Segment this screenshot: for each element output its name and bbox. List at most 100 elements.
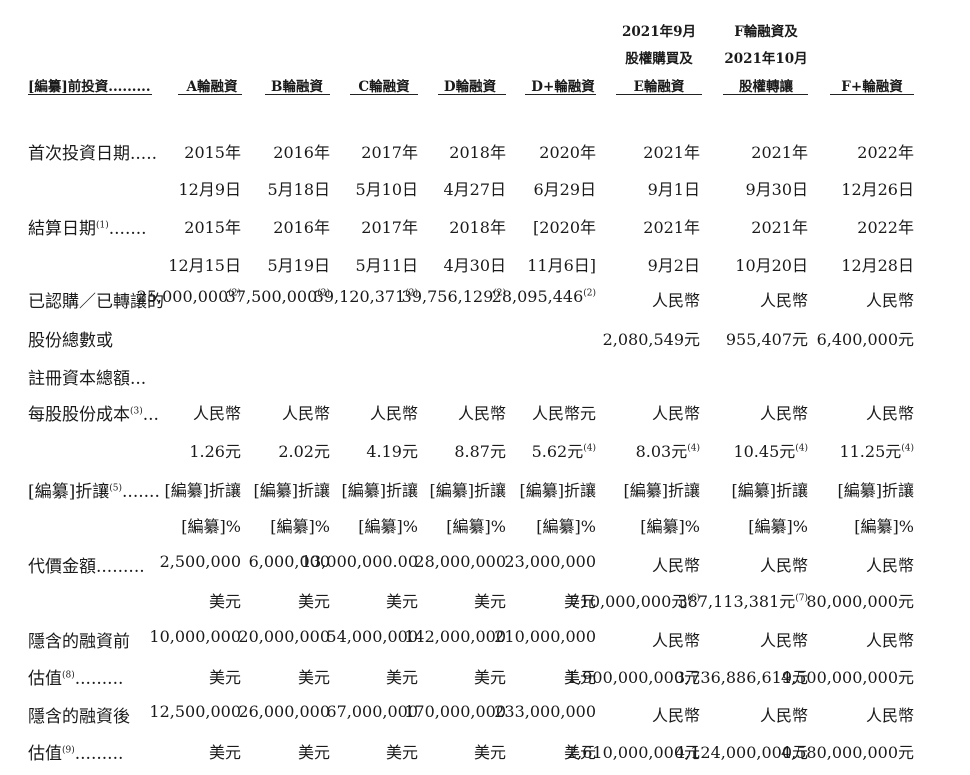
table-cell: 人民幣 [759, 404, 808, 423]
table-cell: 2,610,000,000元 [566, 743, 700, 762]
table-cell: 美元 [385, 743, 418, 762]
table-cell: 人民幣 [651, 706, 700, 725]
column-header: E輪融資 [633, 79, 685, 95]
footnote-marker: (2) [493, 288, 506, 299]
table-cell: 2.02元 [278, 442, 330, 461]
table-cell: 387,113,381元(7) [677, 592, 808, 611]
table-cell: 美元 [297, 668, 330, 687]
table-cell: 人民幣 [865, 631, 914, 650]
table-cell: 美元 [563, 743, 596, 762]
column-header: F+輪融資 [841, 79, 903, 95]
table-cell: 2017年 [361, 143, 418, 162]
header-underline [438, 94, 506, 95]
table-cell: 2022年 [857, 143, 914, 162]
table-cell: 美元 [208, 668, 241, 687]
table-cell: 美元 [563, 592, 596, 611]
footnote-marker: (7) [795, 593, 808, 604]
table-cell: 2021年 [751, 143, 808, 162]
table-cell: 6,400,000元 [816, 330, 914, 349]
table-cell: 4,124,000,000元 [674, 743, 808, 762]
header-first-column: [編纂]前投資......... [28, 79, 151, 95]
table-cell: 人民幣 [651, 404, 700, 423]
table-cell: 23,000,000 [504, 552, 596, 571]
row-label: 已認購／已轉讓的 [28, 292, 164, 312]
footnote-marker: (4) [583, 443, 596, 454]
table-cell: 9月1日 [647, 180, 700, 199]
table-cell: 6,000,000 [248, 552, 330, 571]
table-cell: 28,000,000 [414, 552, 506, 571]
header-underline [265, 94, 330, 95]
table-cell: 美元 [385, 592, 418, 611]
header-underline [723, 94, 808, 95]
table-cell: 人民幣 [281, 404, 330, 423]
table-cell: [編纂]% [446, 517, 506, 536]
table-cell: [編纂]% [748, 517, 808, 536]
table-cell: 13,000,000.00 [300, 552, 418, 571]
table-cell: 4,580,000,000元 [780, 743, 914, 762]
table-cell: 5.62元(4) [531, 442, 596, 461]
table-cell: 美元 [297, 743, 330, 762]
table-cell: 人民幣 [865, 404, 914, 423]
header-underline [178, 94, 242, 95]
column-header: B輪融資 [271, 79, 323, 95]
header-underline [830, 94, 914, 95]
table-cell: [編纂]% [358, 517, 418, 536]
table-cell: 2015年 [184, 218, 241, 237]
table-cell: 54,000,000 [326, 627, 418, 646]
column-header: 2021年10月 [724, 51, 808, 67]
table-cell: 233,000,000 [494, 702, 596, 721]
table-cell: [編纂]折讓 [623, 481, 701, 500]
table-cell: 美元 [473, 743, 506, 762]
row-label: 估值(9)......... [28, 744, 124, 764]
table-cell: 人民幣 [457, 404, 506, 423]
header-underline [28, 94, 152, 95]
table-cell: 12,500,000 [149, 702, 241, 721]
table-cell: 2021年 [643, 143, 700, 162]
table-cell: 美元 [385, 668, 418, 687]
table-cell: 11月6日] [527, 256, 596, 275]
table-cell: 人民幣 [865, 556, 914, 575]
table-cell: 人民幣 [865, 706, 914, 725]
table-cell: [編纂]折讓 [731, 481, 809, 500]
row-label: 代價金額......... [28, 557, 145, 577]
table-cell: 12月26日 [841, 180, 914, 199]
table-cell: 2021年 [643, 218, 700, 237]
table-cell: 8.03元(4) [635, 442, 700, 461]
table-cell: 人民幣 [369, 404, 418, 423]
table-cell: 9月2日 [647, 256, 700, 275]
row-label: 股份總數或 [28, 331, 113, 351]
column-header: C輪融資 [358, 79, 410, 95]
table-cell: 人民幣 [759, 706, 808, 725]
footnote-marker: (4) [687, 443, 700, 454]
table-cell: 1.26元 [189, 442, 241, 461]
table-cell: 人民幣 [651, 556, 700, 575]
table-cell: 3,736,886,619元 [674, 668, 808, 687]
table-cell: 1,900,000,000元 [566, 668, 700, 687]
table-cell: 美元 [473, 592, 506, 611]
table-cell: 2016年 [273, 218, 330, 237]
table-cell: 170,000,000 [404, 702, 506, 721]
table-cell: 2016年 [273, 143, 330, 162]
table-cell: 28,095,446(2) [491, 287, 596, 306]
column-header: A輪融資 [186, 79, 238, 95]
table-cell: 4月30日 [443, 256, 506, 275]
table-cell: 2015年 [184, 143, 241, 162]
table-cell: 37,500,000(2) [225, 287, 330, 306]
footnote-marker: (2) [405, 288, 418, 299]
table-cell: [編纂]折讓 [341, 481, 419, 500]
table-cell: 12月9日 [178, 180, 241, 199]
table-cell: 12月28日 [841, 256, 914, 275]
column-header: 2021年9月 [622, 24, 696, 40]
row-label: 隱含的融資後 [28, 707, 130, 727]
table-cell: 6月29日 [533, 180, 596, 199]
table-cell: 4月27日 [443, 180, 506, 199]
table-cell: 4.19元 [366, 442, 418, 461]
table-cell: [編纂]% [536, 517, 596, 536]
table-cell: [編纂]% [270, 517, 330, 536]
table-cell: 5月19日 [267, 256, 330, 275]
table-cell: 39,756,129(2) [401, 287, 506, 306]
table-cell: [編纂]% [181, 517, 241, 536]
footnote-marker: (2) [317, 288, 330, 299]
table-cell: 人民幣 [759, 556, 808, 575]
table-cell: 人民幣 [651, 631, 700, 650]
